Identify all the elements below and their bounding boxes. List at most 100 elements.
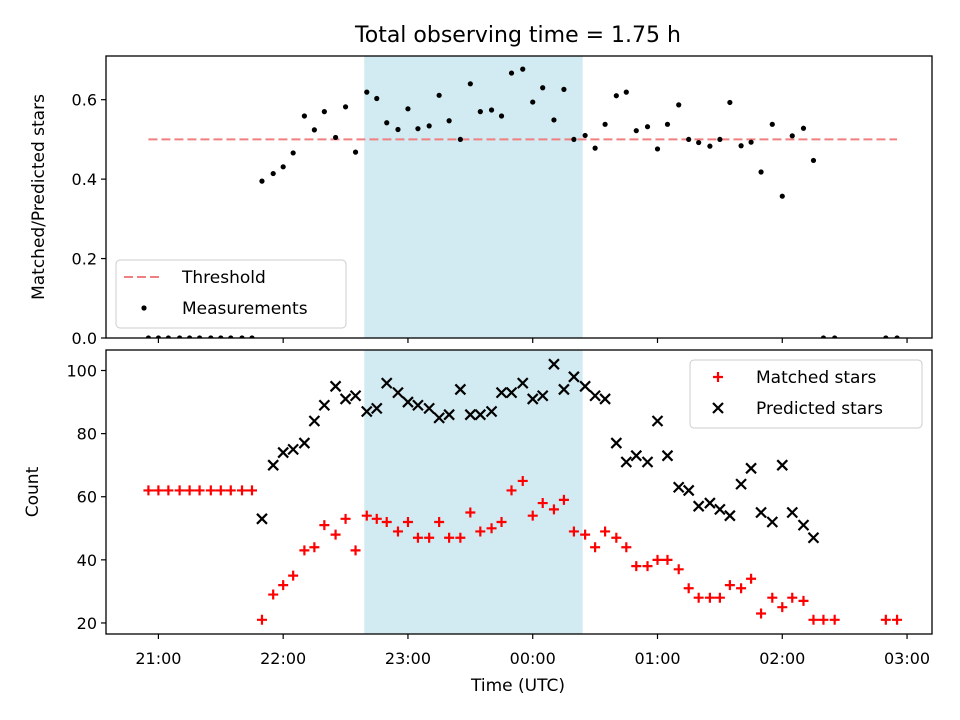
x-axis-label: Time (UTC) bbox=[470, 676, 565, 696]
matched-star-point bbox=[662, 554, 673, 565]
measurement-point bbox=[664, 121, 671, 127]
matched-star-point bbox=[205, 485, 216, 496]
x-tick-label: 23:00 bbox=[385, 649, 431, 668]
matched-star-point bbox=[330, 529, 341, 540]
matched-star-point bbox=[673, 564, 684, 575]
predicted-star-point bbox=[485, 405, 498, 418]
predicted-star-point bbox=[349, 389, 362, 402]
matched-star-point bbox=[548, 504, 559, 515]
measurement-point bbox=[488, 107, 495, 113]
measurement-point bbox=[727, 99, 733, 106]
predicted-star-point bbox=[318, 399, 331, 411]
y-tick-label: 40 bbox=[77, 551, 97, 570]
measurement-point bbox=[374, 95, 380, 102]
predicted-star-point bbox=[308, 415, 321, 427]
matched-star-point bbox=[808, 614, 819, 625]
matched-star-point bbox=[517, 475, 528, 486]
predicted-star-point bbox=[620, 456, 633, 468]
y-tick-label: 100 bbox=[66, 362, 97, 381]
data-marks bbox=[145, 66, 900, 338]
matched-star-point bbox=[278, 580, 289, 591]
predicted-star-point bbox=[454, 383, 467, 396]
predicted-star-point bbox=[526, 393, 539, 405]
measurement-point bbox=[602, 121, 608, 127]
matched-star-point bbox=[880, 614, 891, 625]
predicted-star-point bbox=[786, 506, 799, 519]
matched-star-point bbox=[246, 485, 257, 496]
matched-star-point bbox=[798, 595, 809, 606]
matched-star-point bbox=[309, 542, 320, 553]
predicted-star-point bbox=[589, 389, 601, 402]
matched-star-point bbox=[153, 485, 164, 496]
measurement-point bbox=[769, 121, 775, 127]
axes-frame bbox=[105, 349, 933, 635]
predicted-star-point bbox=[256, 513, 268, 525]
matched-star-point bbox=[704, 592, 715, 603]
observing-window-span bbox=[364, 56, 583, 338]
matched-star-point bbox=[496, 516, 507, 527]
measurement-point bbox=[436, 92, 442, 98]
matched-star-point bbox=[767, 592, 778, 603]
matched-star-point bbox=[580, 529, 591, 540]
predicted-star-point bbox=[360, 405, 373, 418]
matched-star-point bbox=[288, 570, 299, 581]
predicted-star-point bbox=[464, 408, 477, 421]
measurement-point bbox=[676, 102, 682, 108]
matched-star-point bbox=[777, 602, 788, 613]
matched-star-point bbox=[350, 545, 361, 556]
measurement-point bbox=[446, 118, 452, 124]
measurement-point bbox=[696, 139, 702, 146]
observing-window-span bbox=[364, 350, 583, 634]
predicted-star-point bbox=[536, 389, 549, 402]
predicted-star-point bbox=[402, 396, 414, 408]
measurement-point bbox=[707, 143, 713, 149]
measurement-point bbox=[758, 169, 764, 175]
predicted-star-point bbox=[692, 500, 705, 512]
y-axis-label: Matched/Predicted stars bbox=[29, 94, 49, 300]
predicted-star-point bbox=[474, 408, 487, 421]
measurement-point bbox=[508, 70, 515, 76]
measurement-point bbox=[551, 117, 557, 123]
matched-star-point bbox=[455, 532, 466, 543]
matched-star-point bbox=[693, 592, 704, 603]
measurement-point bbox=[717, 136, 723, 143]
predicted-star-point bbox=[568, 371, 580, 383]
x-tick-label: 03:00 bbox=[884, 649, 930, 668]
matched-star-point bbox=[225, 485, 236, 496]
matched-star-point bbox=[163, 485, 174, 496]
predicted-star-point bbox=[776, 459, 789, 471]
predicted-star-point bbox=[433, 412, 445, 424]
y-tick-label: 0.2 bbox=[72, 250, 97, 269]
matched-star-point bbox=[194, 485, 205, 496]
matched-star-point bbox=[444, 532, 455, 543]
measurement-point bbox=[810, 157, 817, 164]
matched-star-point bbox=[537, 498, 548, 509]
predicted-star-point bbox=[651, 415, 664, 427]
predicted-star-point bbox=[714, 503, 726, 516]
predicted-star-point bbox=[797, 519, 810, 531]
axes-frame bbox=[105, 55, 933, 339]
measurement-point bbox=[686, 136, 692, 143]
predicted-star-point bbox=[745, 462, 757, 475]
matched-star-point bbox=[506, 485, 517, 496]
predicted-star-point bbox=[724, 509, 736, 522]
matched-star-point bbox=[892, 614, 903, 625]
matched-star-point bbox=[683, 583, 694, 594]
predicted-star-point bbox=[412, 399, 424, 411]
measurement-point bbox=[280, 164, 286, 170]
matched-star-point bbox=[714, 592, 725, 603]
matched-star-point bbox=[818, 614, 829, 625]
predicted-star-point bbox=[704, 497, 716, 509]
predicted-star-point bbox=[641, 456, 654, 468]
measurement-point bbox=[467, 81, 473, 87]
measurement-point bbox=[395, 126, 401, 133]
matched-star-point bbox=[736, 583, 747, 594]
y-tick-label: 0.4 bbox=[72, 170, 97, 189]
predicted-star-point bbox=[329, 380, 342, 393]
measurement-point bbox=[540, 85, 546, 91]
x-tick-label: 00:00 bbox=[510, 649, 556, 668]
predicted-star-point bbox=[630, 449, 643, 462]
y-tick-label: 0.0 bbox=[72, 329, 97, 348]
matched-star-point bbox=[475, 526, 486, 537]
matched-star-point bbox=[621, 542, 632, 553]
